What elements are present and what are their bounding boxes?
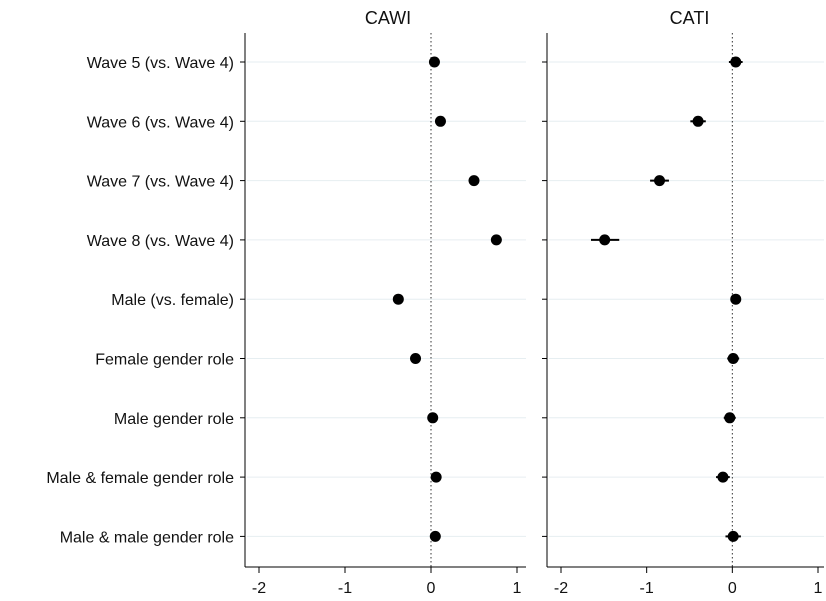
estimate-point xyxy=(490,234,502,246)
estimate-point xyxy=(430,471,442,483)
grid-layer xyxy=(247,61,824,537)
estimate-point xyxy=(730,293,742,305)
estimate-point xyxy=(727,530,739,542)
estimate-point xyxy=(434,115,446,127)
row-labels: Wave 5 (vs. Wave 4) Wave 6 (vs. Wave 4) Wa… xyxy=(46,55,234,546)
row-label: Wave 7 (vs. Wave 4) xyxy=(87,174,234,191)
estimate-point xyxy=(724,412,736,424)
estimate-point xyxy=(692,115,704,127)
row-label: Male & female gender role xyxy=(46,470,234,487)
estimate-point xyxy=(727,353,739,364)
x-tick-label: 1 xyxy=(814,580,823,597)
estimate-point xyxy=(428,56,440,68)
estimate-point xyxy=(392,293,404,305)
panel-title: CAWI xyxy=(365,8,411,28)
x-tick-label: 0 xyxy=(728,580,737,597)
estimate-point xyxy=(599,234,611,246)
estimate-point xyxy=(654,175,666,187)
x-tick-label: -2 xyxy=(554,580,568,597)
x-tick-label: 0 xyxy=(427,580,436,597)
row-label: Male gender role xyxy=(114,411,234,428)
estimate-point xyxy=(730,56,742,68)
row-label: Wave 6 (vs. Wave 4) xyxy=(87,114,234,131)
data-marks xyxy=(392,56,743,542)
axis-layer: CAWI -2 -1 0 1 CATI -2 -1 0 1 xyxy=(240,8,824,597)
estimate-point xyxy=(468,175,480,187)
x-tick-label: -1 xyxy=(640,580,654,597)
estimate-point xyxy=(429,530,441,542)
row-label: Wave 5 (vs. Wave 4) xyxy=(87,55,234,72)
row-label: Male & male gender role xyxy=(60,529,234,546)
row-label: Male (vs. female) xyxy=(111,292,234,309)
estimate-point xyxy=(410,353,422,364)
row-label: Female gender role xyxy=(95,352,234,369)
x-tick-label: -2 xyxy=(252,580,266,597)
estimate-point xyxy=(427,412,439,424)
x-tick-label: 1 xyxy=(513,580,522,597)
x-tick-label: -1 xyxy=(338,580,352,597)
estimate-point xyxy=(717,471,729,483)
panel-title: CATI xyxy=(670,8,710,28)
row-label: Wave 8 (vs. Wave 4) xyxy=(87,233,234,250)
